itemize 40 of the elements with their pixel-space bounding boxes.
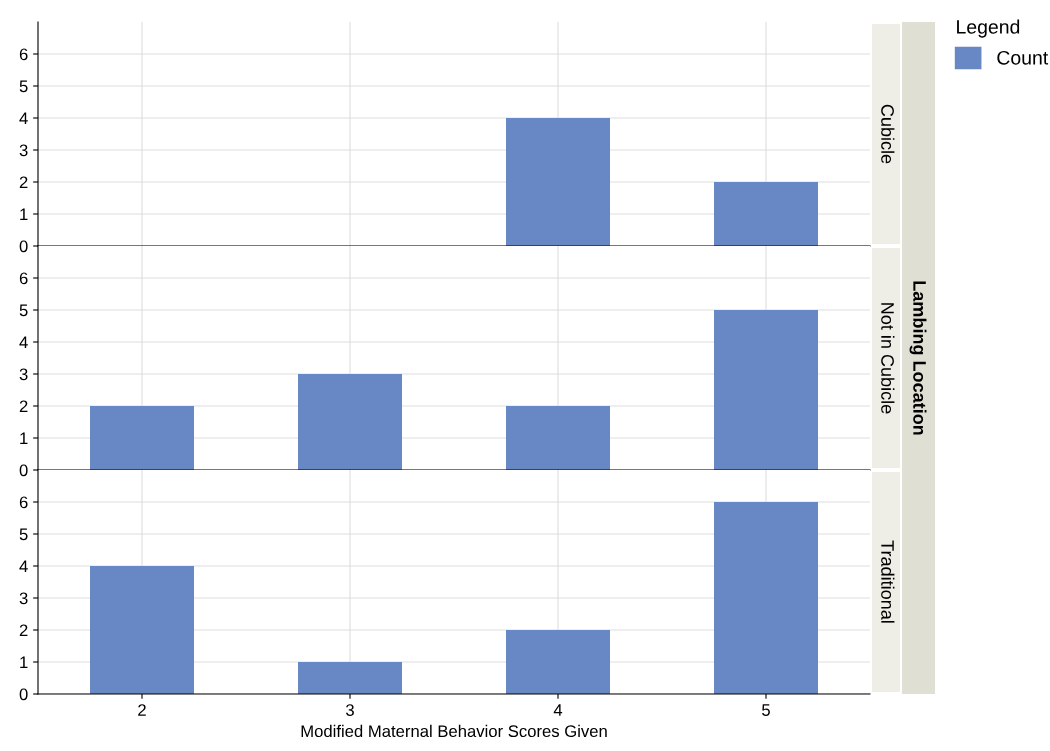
y-tick-label: 3 [19,592,28,605]
y-tick-label: 5 [19,528,28,541]
y-tick-label: 1 [20,432,28,445]
bar [90,406,194,470]
bar [714,502,818,694]
text: Not in Cubicle [881,303,895,414]
y-tick-label: 2 [19,176,28,189]
y-tick-label: 5 [19,304,28,317]
y-tick-label: 3 [19,368,28,381]
x-tick-label: 5 [762,704,770,716]
y-tick-label: 6 [19,48,28,61]
y-tick-label: 6 [19,496,28,509]
bar [298,662,402,694]
text: Cubicle [881,104,895,164]
x-tick-label: 3 [346,704,354,716]
legend-label: Count [997,50,1049,65]
legend-title: Legend [957,19,1020,38]
text: Traditional [881,540,895,623]
x-tick-label: 2 [138,704,146,716]
x-axis-title: Modified Maternal Behavior Scores Given [301,724,607,738]
y-tick-label: 5 [19,80,28,93]
y-tick-label: 6 [19,272,28,285]
y-tick-label: 2 [19,624,28,637]
bar [90,566,194,694]
bar [714,310,818,470]
y-tick-label: 4 [19,560,28,573]
y-tick-label: 3 [19,144,28,157]
y-tick-label: 4 [19,112,28,125]
bar [506,630,610,694]
y-tick-label: 1 [20,208,28,221]
y-tick-label: 0 [19,688,28,701]
y-tick-label: 0 [19,464,28,477]
y-tick-label: 2 [19,400,28,413]
text: Lambing Location [909,281,927,435]
y-tick-label: 4 [19,336,28,349]
bar [298,374,402,470]
y-tick-label: 1 [20,656,28,669]
x-tick-label: 4 [553,704,563,716]
bar [506,406,610,470]
y-tick-label: 0 [19,240,28,253]
